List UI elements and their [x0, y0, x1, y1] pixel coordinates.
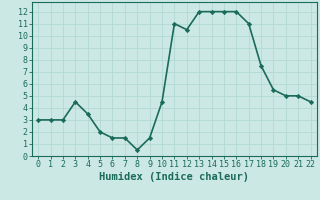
X-axis label: Humidex (Indice chaleur): Humidex (Indice chaleur): [100, 172, 249, 182]
